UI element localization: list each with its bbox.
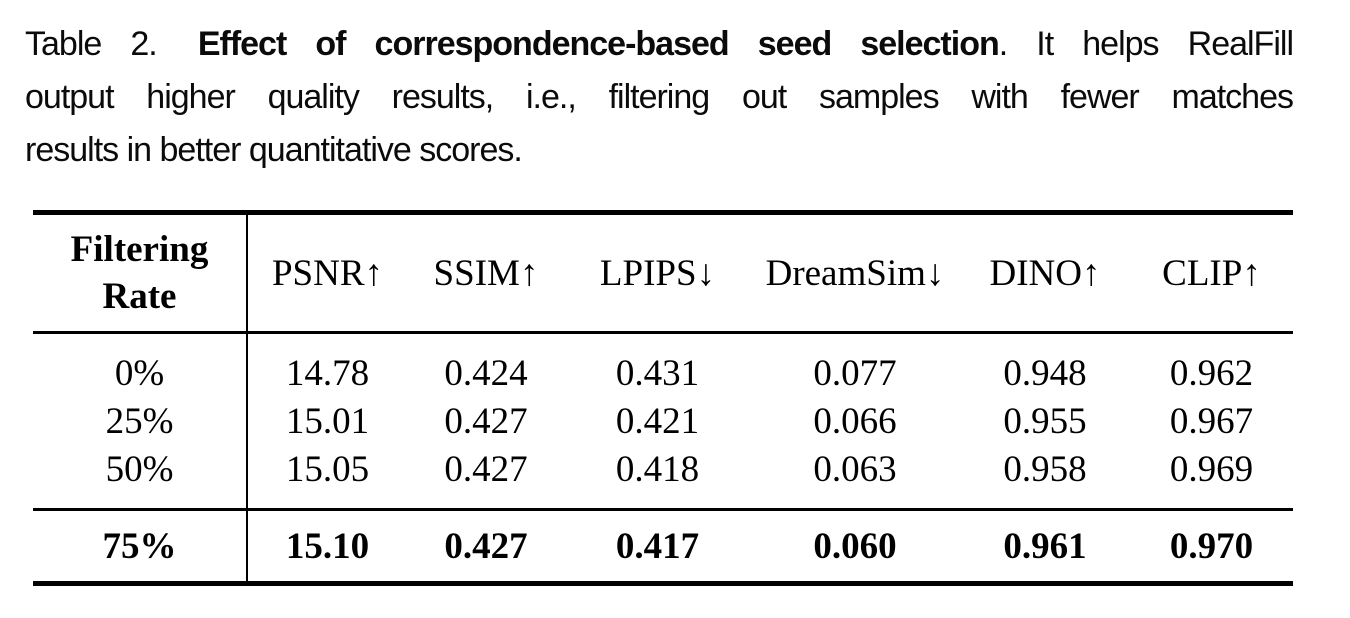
cell-ssim: 0.427 [407, 445, 565, 511]
cell-dino: 0.948 [1003, 352, 1087, 394]
cell-psnr: 14.78 [285, 352, 370, 394]
cell-lpips: 0.431 [615, 352, 700, 394]
down-arrow-icon: ↓ [696, 252, 716, 294]
cell-psnr: 15.05 [247, 445, 407, 511]
cell-psnr: 15.01 [285, 400, 370, 442]
down-arrow-icon: ↓ [925, 252, 945, 294]
cell-dino: 0.955 [1003, 400, 1087, 442]
col-header-ssim: SSIM↑ [407, 212, 565, 334]
cell-ssim: 0.427 [444, 525, 528, 567]
cell-clip: 0.962 [1169, 352, 1254, 394]
col-header-lpips: LPIPS↓ [565, 212, 750, 334]
cell-dreamsim: 0.077 [813, 352, 897, 394]
cell-ssim: 0.427 [444, 400, 528, 442]
cell-lpips: 0.421 [615, 400, 700, 442]
header-row: Filtering Rate PSNR↑ SSIM↑ LPIPS↓ DreamS… [33, 212, 1293, 334]
row-label: 0% [33, 332, 248, 397]
caption-line-2: output higher quality results, i.e., fil… [25, 78, 1294, 116]
up-arrow-icon: ↑ [364, 252, 384, 294]
cell-dreamsim: 0.066 [813, 400, 897, 442]
row-label: 75% [33, 509, 248, 584]
caption-table-label: Table 2. [25, 25, 158, 63]
cell-clip: 0.967 [1169, 400, 1254, 442]
results-table: Filtering Rate PSNR↑ SSIM↑ LPIPS↓ DreamS… [33, 210, 1293, 586]
cell-dino: 0.958 [960, 445, 1130, 511]
table-row-50pct: 50% 15.05 0.427 0.418 0.063 0.958 0.969 [33, 445, 1293, 511]
caption-line-3: results in better quantitative scores. [25, 131, 523, 169]
table-row-0pct: 0% 14.78 0.424 0.431 0.077 0.948 0.962 [33, 332, 1293, 397]
cell-dino: 0.961 [1003, 525, 1087, 567]
caption-line-1: Table 2. Effect of correspondence-based … [25, 18, 1294, 71]
up-arrow-icon: ↑ [1081, 252, 1101, 294]
caption-bold-title: Effect of correspondence-based seed sele… [197, 25, 1000, 63]
filtering-label: Filtering [70, 229, 209, 270]
table-row-25pct: 25% 15.01 0.427 0.421 0.066 0.955 0.967 [33, 397, 1293, 445]
up-arrow-icon: ↑ [519, 252, 539, 294]
cell-dreamsim: 0.060 [813, 525, 897, 567]
col-header-psnr: PSNR↑ [247, 212, 407, 334]
table-row-75pct: 75% 15.10 0.427 0.417 0.060 0.961 0.970 [33, 509, 1293, 584]
cell-dreamsim: 0.063 [750, 445, 960, 511]
cell-lpips: 0.417 [615, 525, 700, 567]
col-header-filtering-rate: Filtering Rate [33, 212, 248, 334]
cell-psnr: 15.10 [285, 525, 370, 567]
caption-tail: . It helps RealFill [998, 25, 1294, 63]
cell-ssim: 0.424 [444, 352, 528, 394]
row-label: 25% [33, 397, 248, 445]
col-header-dino: DINO↑ [960, 212, 1130, 334]
row-label: 50% [33, 445, 248, 511]
rate-label: Rate [102, 276, 177, 317]
up-arrow-icon: ↑ [1242, 252, 1261, 294]
cell-clip: 0.970 [1169, 525, 1254, 567]
col-header-dreamsim: DreamSim↓ [750, 212, 960, 334]
table-caption: Table 2. Effect of correspondence-based … [25, 18, 1294, 177]
col-header-clip: CLIP↑ [1130, 212, 1293, 334]
cell-clip: 0.969 [1130, 445, 1293, 511]
cell-lpips: 0.418 [565, 445, 750, 511]
